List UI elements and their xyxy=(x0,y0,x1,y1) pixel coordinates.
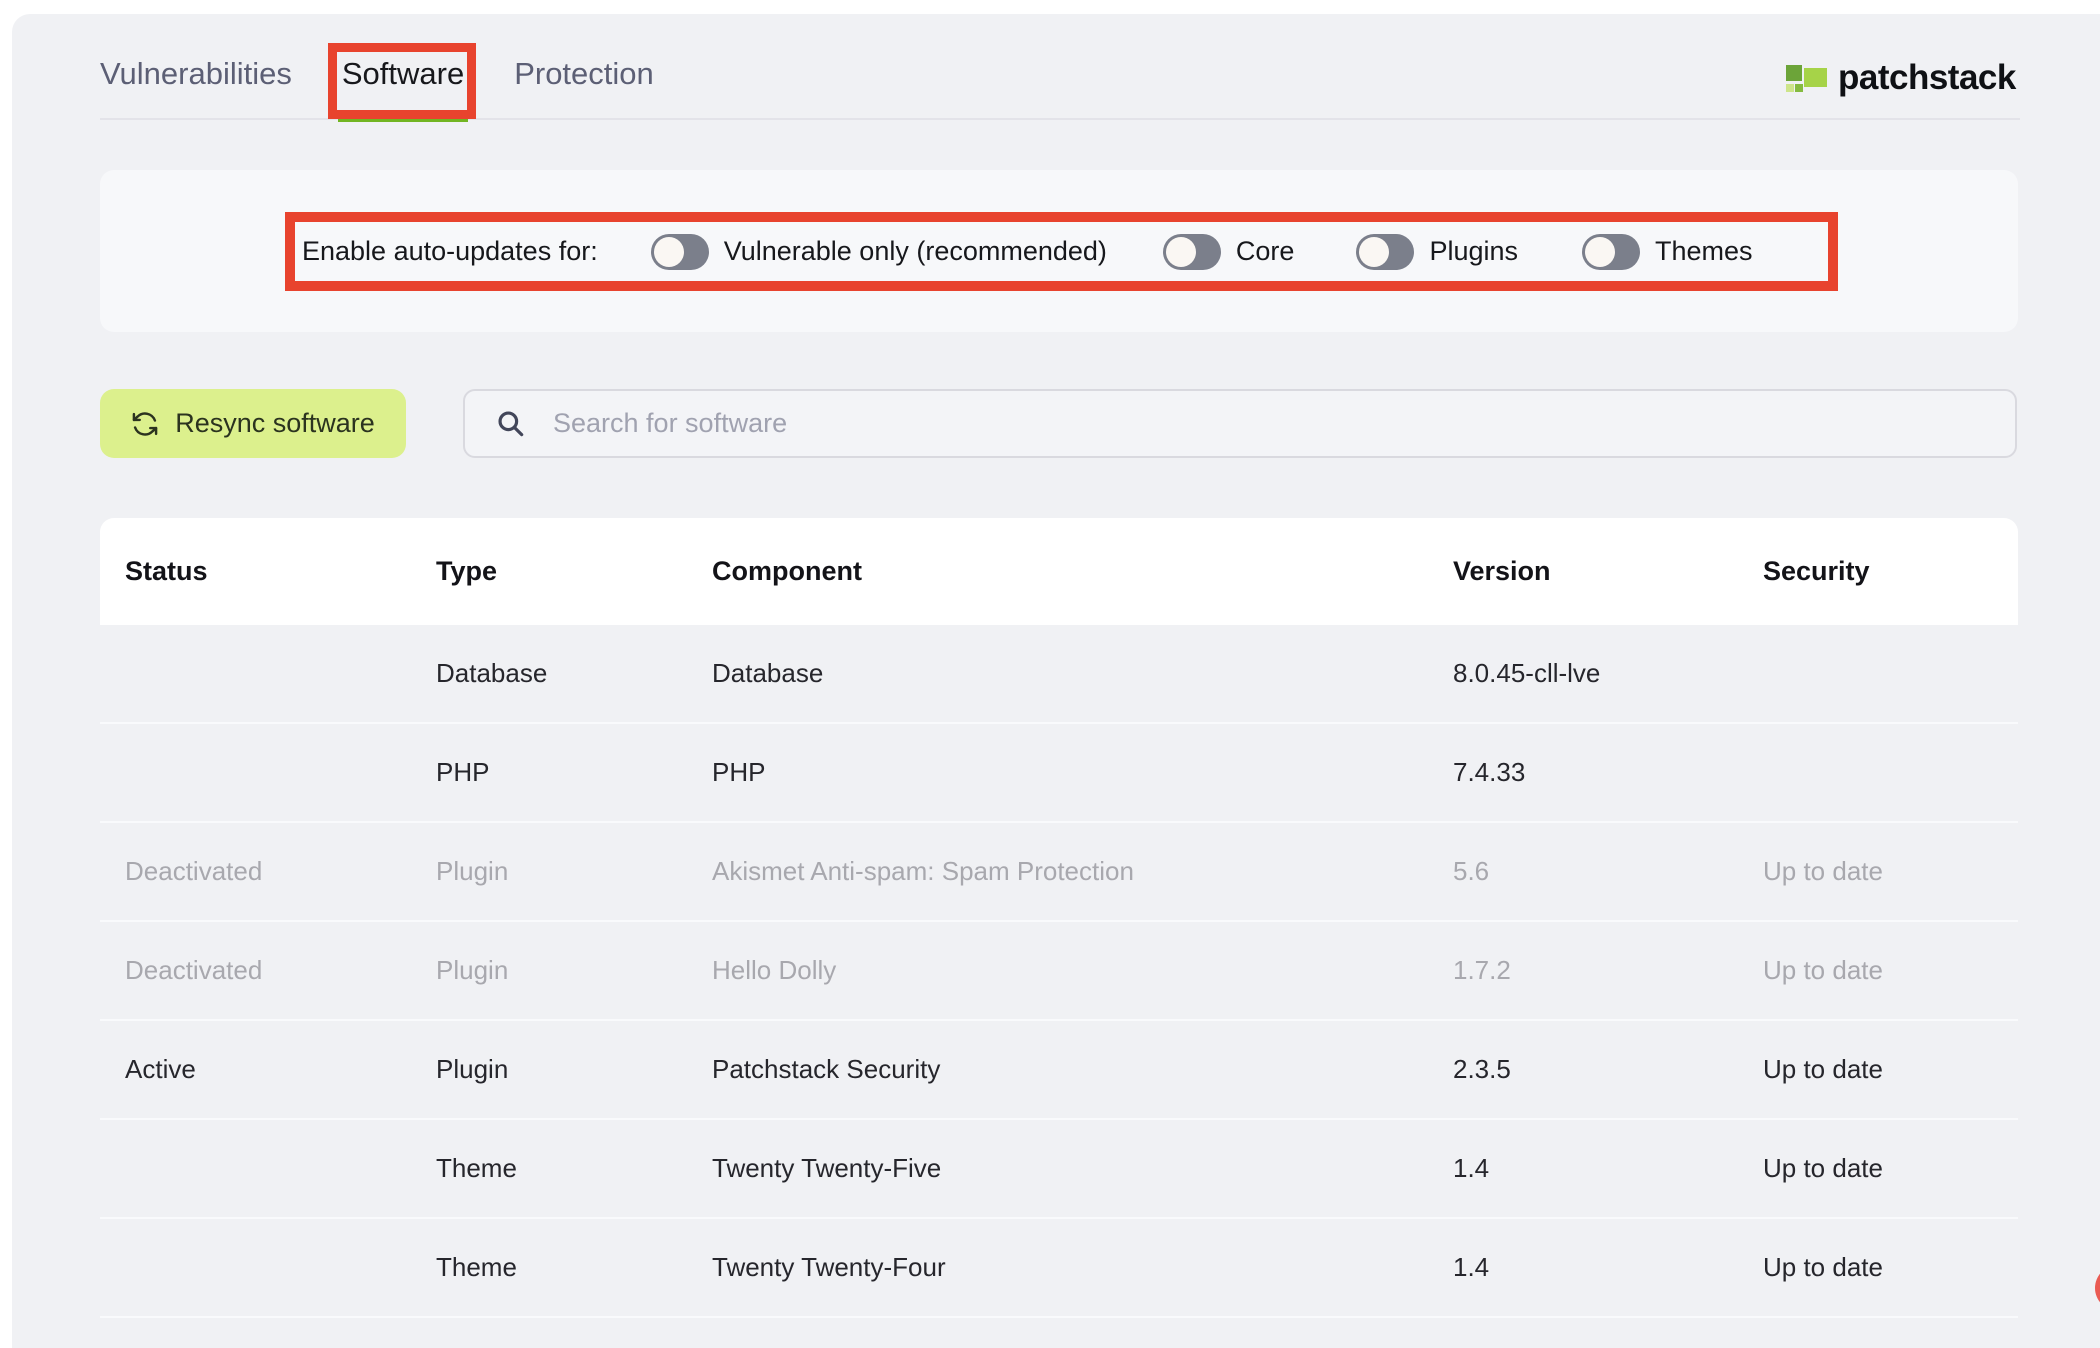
version-cell: 5.6 xyxy=(1453,856,1490,886)
component-cell: Patchstack Security xyxy=(712,1054,941,1084)
chat-bubble-icon[interactable] xyxy=(2095,1265,2100,1311)
resync-software-button[interactable]: Resync software xyxy=(100,389,406,458)
component-cell: PHP xyxy=(712,757,766,787)
version-cell: 8.0.45-cll-lve xyxy=(1453,658,1601,688)
tab-vulnerabilities[interactable]: Vulnerabilities xyxy=(100,56,292,91)
tab-software[interactable]: Software xyxy=(327,43,477,122)
toggle-group-vulnerable-only: Vulnerable only (recommended) xyxy=(650,233,1107,270)
table-row-twenty-twenty-four: Theme Twenty Twenty-Four 1.4 Up to date xyxy=(100,1219,2018,1318)
security-cell: Up to date xyxy=(1763,955,1883,985)
auto-updates-card xyxy=(100,170,2018,332)
version-cell: 1.4 xyxy=(1453,1153,1490,1183)
table-header: Status Type Component Version Security xyxy=(100,518,2018,625)
toggle-knob xyxy=(653,236,684,267)
tab-protection[interactable]: Protection xyxy=(514,56,654,91)
software-table: Database Database 8.0.45-cll-lve PHP PHP… xyxy=(100,625,2018,1318)
toggle-core[interactable] xyxy=(1162,233,1221,270)
toggle-plugins-label: Plugins xyxy=(1429,236,1519,266)
patchstack-logo-icon xyxy=(1786,64,1827,92)
toggle-vulnerable-only-label: Vulnerable only (recommended) xyxy=(723,236,1107,266)
type-cell: Plugin xyxy=(436,955,509,985)
table-row-patchstack-security: Active Plugin Patchstack Security 2.3.5 … xyxy=(100,1021,2018,1120)
security-cell: Up to date xyxy=(1763,1153,1883,1183)
toggle-group-core: Core xyxy=(1162,233,1295,270)
toggle-themes[interactable] xyxy=(1582,233,1641,270)
refresh-icon xyxy=(132,411,158,436)
table-row-database: Database Database 8.0.45-cll-lve xyxy=(100,625,2018,724)
table-row-php: PHP PHP 7.4.33 xyxy=(100,724,2018,823)
security-cell: Up to date xyxy=(1763,856,1883,886)
patchstack-logo[interactable]: patchstack xyxy=(1786,58,2016,98)
column-header-status: Status xyxy=(125,556,208,586)
security-cell: Up to date xyxy=(1763,1054,1883,1084)
status-cell: Deactivated xyxy=(125,856,263,886)
column-header-security: Security xyxy=(1763,556,1870,586)
toggle-plugins[interactable] xyxy=(1356,233,1415,270)
toggle-group-plugins: Plugins xyxy=(1356,233,1519,270)
active-tab-underline xyxy=(337,115,469,122)
table-row-hello-dolly: Deactivated Plugin Hello Dolly 1.7.2 Up … xyxy=(100,922,2018,1021)
version-cell: 7.4.33 xyxy=(1453,757,1526,787)
tab-bar: Vulnerabilities Software Protection xyxy=(100,43,2020,122)
annotation-box-auto-updates: Enable auto-updates for: Vulnerable only… xyxy=(285,212,1838,291)
search-box xyxy=(463,389,2017,458)
type-cell: Theme xyxy=(436,1252,517,1282)
column-header-version: Version xyxy=(1453,556,1551,586)
search-input[interactable] xyxy=(553,391,2015,456)
patchstack-logo-text: patchstack xyxy=(1838,58,2016,97)
version-cell: 2.3.5 xyxy=(1453,1054,1511,1084)
version-cell: 1.4 xyxy=(1453,1252,1490,1282)
toggle-themes-label: Themes xyxy=(1655,236,1753,266)
version-cell: 1.7.2 xyxy=(1453,955,1511,985)
resync-button-label: Resync software xyxy=(175,408,375,438)
security-cell: Up to date xyxy=(1763,1252,1883,1282)
auto-updates-label: Enable auto-updates for: xyxy=(302,236,598,266)
search-icon xyxy=(498,410,524,436)
type-cell: PHP xyxy=(436,757,490,787)
component-cell: Akismet Anti-spam: Spam Protection xyxy=(712,856,1134,886)
toggle-knob xyxy=(1165,236,1196,267)
toggle-group-themes: Themes xyxy=(1582,233,1753,270)
table-row-twenty-twenty-five: Theme Twenty Twenty-Five 1.4 Up to date xyxy=(100,1120,2018,1219)
component-cell: Database xyxy=(712,658,824,688)
type-cell: Plugin xyxy=(436,1054,509,1084)
type-cell: Theme xyxy=(436,1153,517,1183)
type-cell: Database xyxy=(436,658,548,688)
component-cell: Hello Dolly xyxy=(712,955,837,985)
component-cell: Twenty Twenty-Four xyxy=(712,1252,946,1282)
toggle-vulnerable-only[interactable] xyxy=(650,233,709,270)
tab-software-label: Software xyxy=(341,56,465,91)
status-cell: Deactivated xyxy=(125,955,263,985)
status-cell: Active xyxy=(125,1054,196,1084)
component-cell: Twenty Twenty-Five xyxy=(712,1153,942,1183)
column-header-type: Type xyxy=(436,556,498,586)
toggle-knob xyxy=(1585,236,1616,267)
toggle-core-label: Core xyxy=(1235,236,1295,266)
column-header-component: Component xyxy=(712,556,862,586)
table-row-akismet: Deactivated Plugin Akismet Anti-spam: Sp… xyxy=(100,823,2018,922)
type-cell: Plugin xyxy=(436,856,509,886)
toggle-knob xyxy=(1359,236,1390,267)
